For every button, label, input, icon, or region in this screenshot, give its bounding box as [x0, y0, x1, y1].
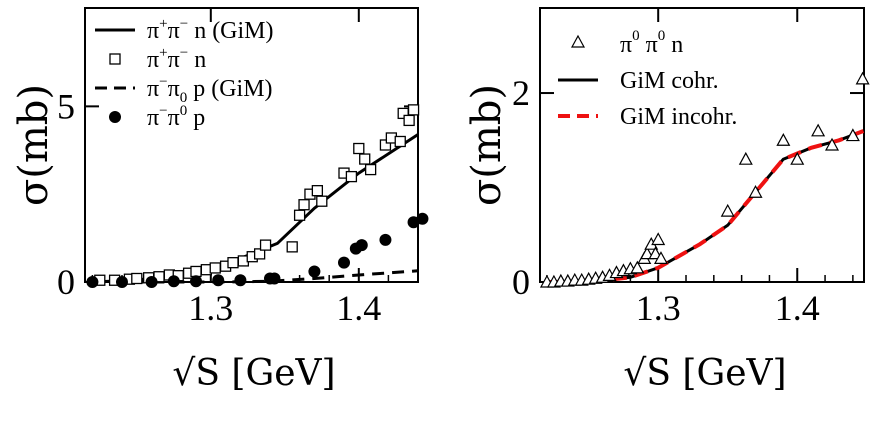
data-point-square — [298, 199, 310, 211]
y-tick-label: 2 — [512, 73, 530, 113]
data-point-circle — [308, 265, 321, 278]
data-point-circle — [190, 275, 202, 288]
y-tick-label: 5 — [57, 86, 75, 126]
x-tick-label: 1.3 — [188, 288, 233, 328]
data-point-circle — [86, 276, 99, 288]
y-tick-label: 0 — [512, 262, 530, 302]
left-y-axis-label: σ(mb) — [11, 84, 57, 206]
data-point-square — [394, 135, 406, 148]
data-point-square — [227, 257, 239, 269]
right-curves — [547, 128, 865, 284]
data-point-circle — [116, 276, 128, 288]
data-point-square — [403, 114, 415, 127]
data-point-circle — [379, 233, 392, 246]
data-point-square — [293, 209, 306, 221]
data-point-triangle — [845, 128, 860, 142]
data-point-circle — [355, 239, 368, 252]
legend-label: π−π0 p — [147, 103, 205, 131]
x-tick-label: 1.4 — [336, 288, 381, 328]
data-point-circle — [212, 274, 225, 287]
data-point-triangle — [630, 260, 645, 274]
data-point-circle — [416, 212, 429, 225]
data-point-circle — [145, 276, 158, 288]
data-point-square — [190, 265, 202, 278]
data-point-triangle — [738, 151, 753, 165]
data-point-triangle — [653, 251, 668, 264]
data-point-circle — [234, 274, 247, 287]
right-panel: 1.3 1.4 0 2 π0 π0 n GiM cohr. GiM incohr. σ(m… — [464, 7, 870, 394]
legend-swatch — [109, 111, 121, 123]
data-point-circle — [167, 275, 180, 288]
data-point-triangle — [776, 133, 791, 146]
legend-label: π+π− n — [147, 45, 206, 73]
left-panel: 1.3 1.4 0 5 π+π− n (GiM)π+π− nπ−π0 p (GiM)π… — [11, 7, 429, 394]
series-line-2 — [547, 128, 865, 284]
right-legend: π0 π0 n GiM cohr. GiM incohr. — [558, 28, 737, 130]
legend-swatch — [570, 34, 586, 48]
right-y-axis-label: σ(mb) — [464, 84, 510, 206]
data-point-triangle — [640, 246, 655, 260]
data-point-circle — [338, 256, 350, 269]
legend-label: π+π− n (GiM) — [147, 16, 274, 44]
legend-swatch — [109, 53, 121, 65]
data-point-triangle — [720, 203, 735, 217]
data-point-square — [316, 195, 328, 207]
data-point-triangle — [855, 71, 870, 85]
data-point-square — [345, 170, 358, 183]
right-plot-frame — [539, 7, 865, 283]
data-point-square — [379, 139, 392, 151]
data-point-triangle — [825, 137, 840, 151]
left-legend: π+π− n (GiM)π+π− nπ−π0 p (GiM)π−π0 p — [95, 16, 274, 131]
data-point-triangle — [811, 123, 826, 137]
data-point-square — [311, 185, 324, 197]
data-point-square — [259, 239, 272, 251]
data-point-circle — [268, 272, 281, 285]
data-point-triangle — [748, 184, 763, 198]
data-point-square — [407, 104, 420, 116]
legend-label: π0 π0 n — [620, 28, 683, 58]
data-point-square — [286, 241, 298, 253]
data-point-square — [353, 142, 365, 155]
data-point-square — [131, 272, 143, 285]
data-point-square — [364, 163, 377, 176]
x-tick-label: 1.4 — [775, 288, 820, 328]
left-plot-frame — [84, 7, 419, 283]
legend-label: GiM cohr. — [620, 68, 719, 94]
right-x-axis-label: √S [GeV] — [623, 353, 786, 394]
legend-label: π−π0 p (GiM) — [147, 74, 273, 106]
data-point-square — [209, 262, 221, 274]
data-point-square — [253, 248, 266, 260]
right-points — [539, 71, 870, 288]
left-x-axis-label: √S [GeV] — [172, 353, 335, 394]
legend-label: GiM incohr. — [620, 104, 737, 130]
y-tick-label: 0 — [57, 262, 75, 302]
x-tick-label: 1.3 — [636, 288, 681, 328]
data-point-triangle — [651, 232, 666, 246]
left-points — [86, 104, 429, 288]
series-line-1 — [547, 129, 865, 284]
right-ticks: 1.3 1.4 0 2 — [512, 8, 864, 328]
data-point-triangle — [790, 151, 805, 165]
data-point-square — [359, 153, 371, 165]
